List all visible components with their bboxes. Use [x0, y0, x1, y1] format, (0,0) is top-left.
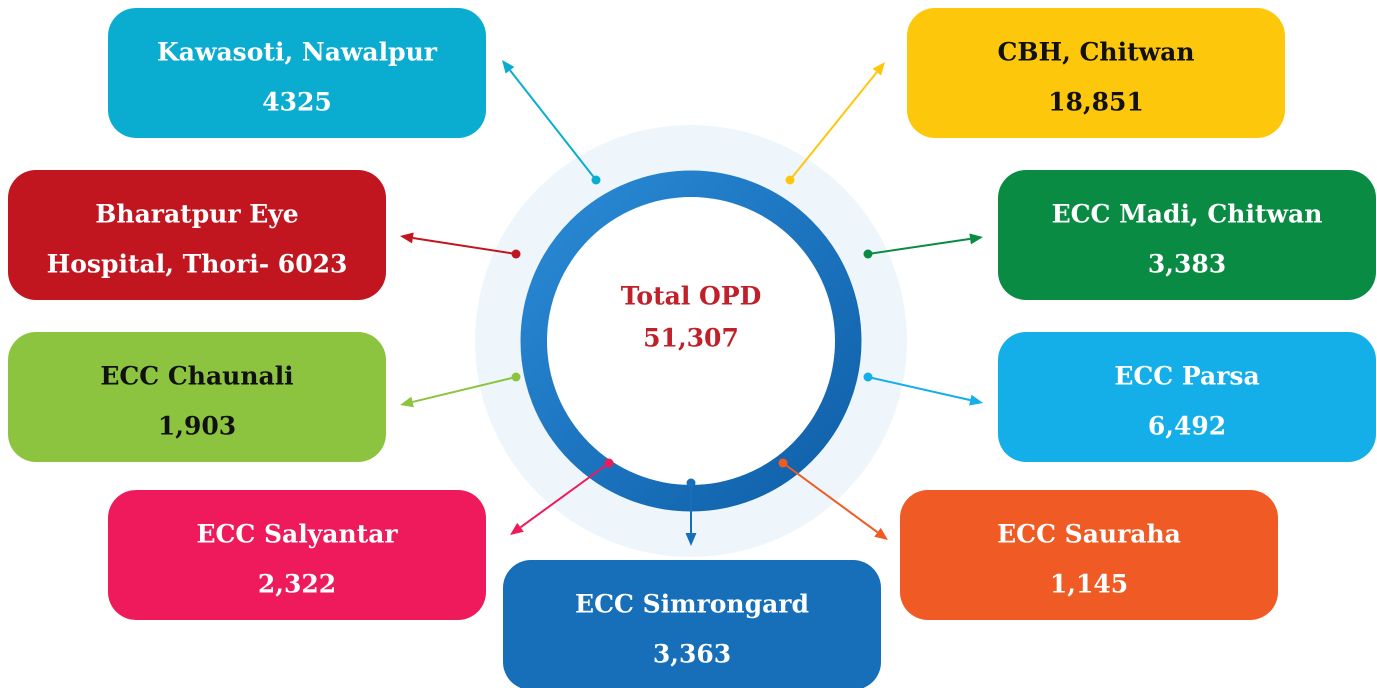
center-value: 51,307 [643, 324, 739, 353]
node-box [998, 332, 1376, 462]
arrow-head [510, 522, 524, 535]
node-value: 1,145 [1050, 570, 1128, 599]
connector-dot [511, 372, 521, 382]
connector-dot [863, 249, 873, 259]
connector-dot [778, 458, 788, 468]
node-box [108, 490, 486, 620]
connector [509, 69, 597, 181]
node-value: Hospital, Thori- 6023 [47, 250, 348, 279]
node-box [907, 8, 1285, 138]
connector [519, 462, 610, 529]
node-value: 1,903 [158, 412, 236, 441]
node-label: ECC Parsa [1114, 362, 1259, 391]
node-value: 3,363 [653, 640, 731, 669]
connector [867, 376, 971, 402]
arrow-head [872, 62, 885, 76]
node-label: Bharatpur Eye [95, 200, 298, 229]
node-label: CBH, Chitwan [997, 38, 1194, 67]
arrow-head [400, 396, 414, 408]
connector-dot [785, 175, 795, 185]
arrow-head [874, 527, 888, 540]
connector [867, 237, 971, 255]
node-value: 18,851 [1048, 88, 1144, 117]
connector-dot [686, 478, 696, 488]
arrow-head [400, 232, 414, 244]
node-box [8, 170, 386, 300]
node-value: 4325 [262, 88, 332, 117]
node-label: Kawasoti, Nawalpur [157, 38, 438, 67]
node-label: ECC Sauraha [997, 520, 1181, 549]
node-label: ECC Madi, Chitwan [1052, 200, 1323, 229]
node-label: ECC Simrongard [575, 590, 809, 619]
connector [782, 462, 879, 534]
node-box [998, 170, 1376, 300]
node-box [8, 332, 386, 462]
arrow-head [969, 233, 983, 245]
nodes: Kawasoti, Nawalpur 4325 CBH, Chitwan 18,851… [8, 8, 1376, 688]
connector-dot [511, 249, 521, 259]
node-box [900, 490, 1278, 620]
arrow-head [502, 60, 515, 74]
connector-dot [604, 458, 614, 468]
connector [412, 376, 517, 403]
arrow-head [685, 533, 697, 546]
node-value: 3,383 [1148, 250, 1226, 279]
connector-dot [591, 175, 601, 185]
connector [789, 71, 878, 181]
connector [412, 237, 517, 255]
node-value: 2,322 [258, 570, 336, 599]
node-label: ECC Chaunali [100, 362, 293, 391]
connector-dot [863, 372, 873, 382]
node-value: 6,492 [1148, 412, 1226, 441]
node-box [503, 560, 881, 688]
node-label: ECC Salyantar [196, 520, 398, 549]
center-disc [547, 197, 835, 485]
node-box [108, 8, 486, 138]
arrow-head [969, 394, 983, 406]
center-label: Total OPD [621, 282, 762, 311]
